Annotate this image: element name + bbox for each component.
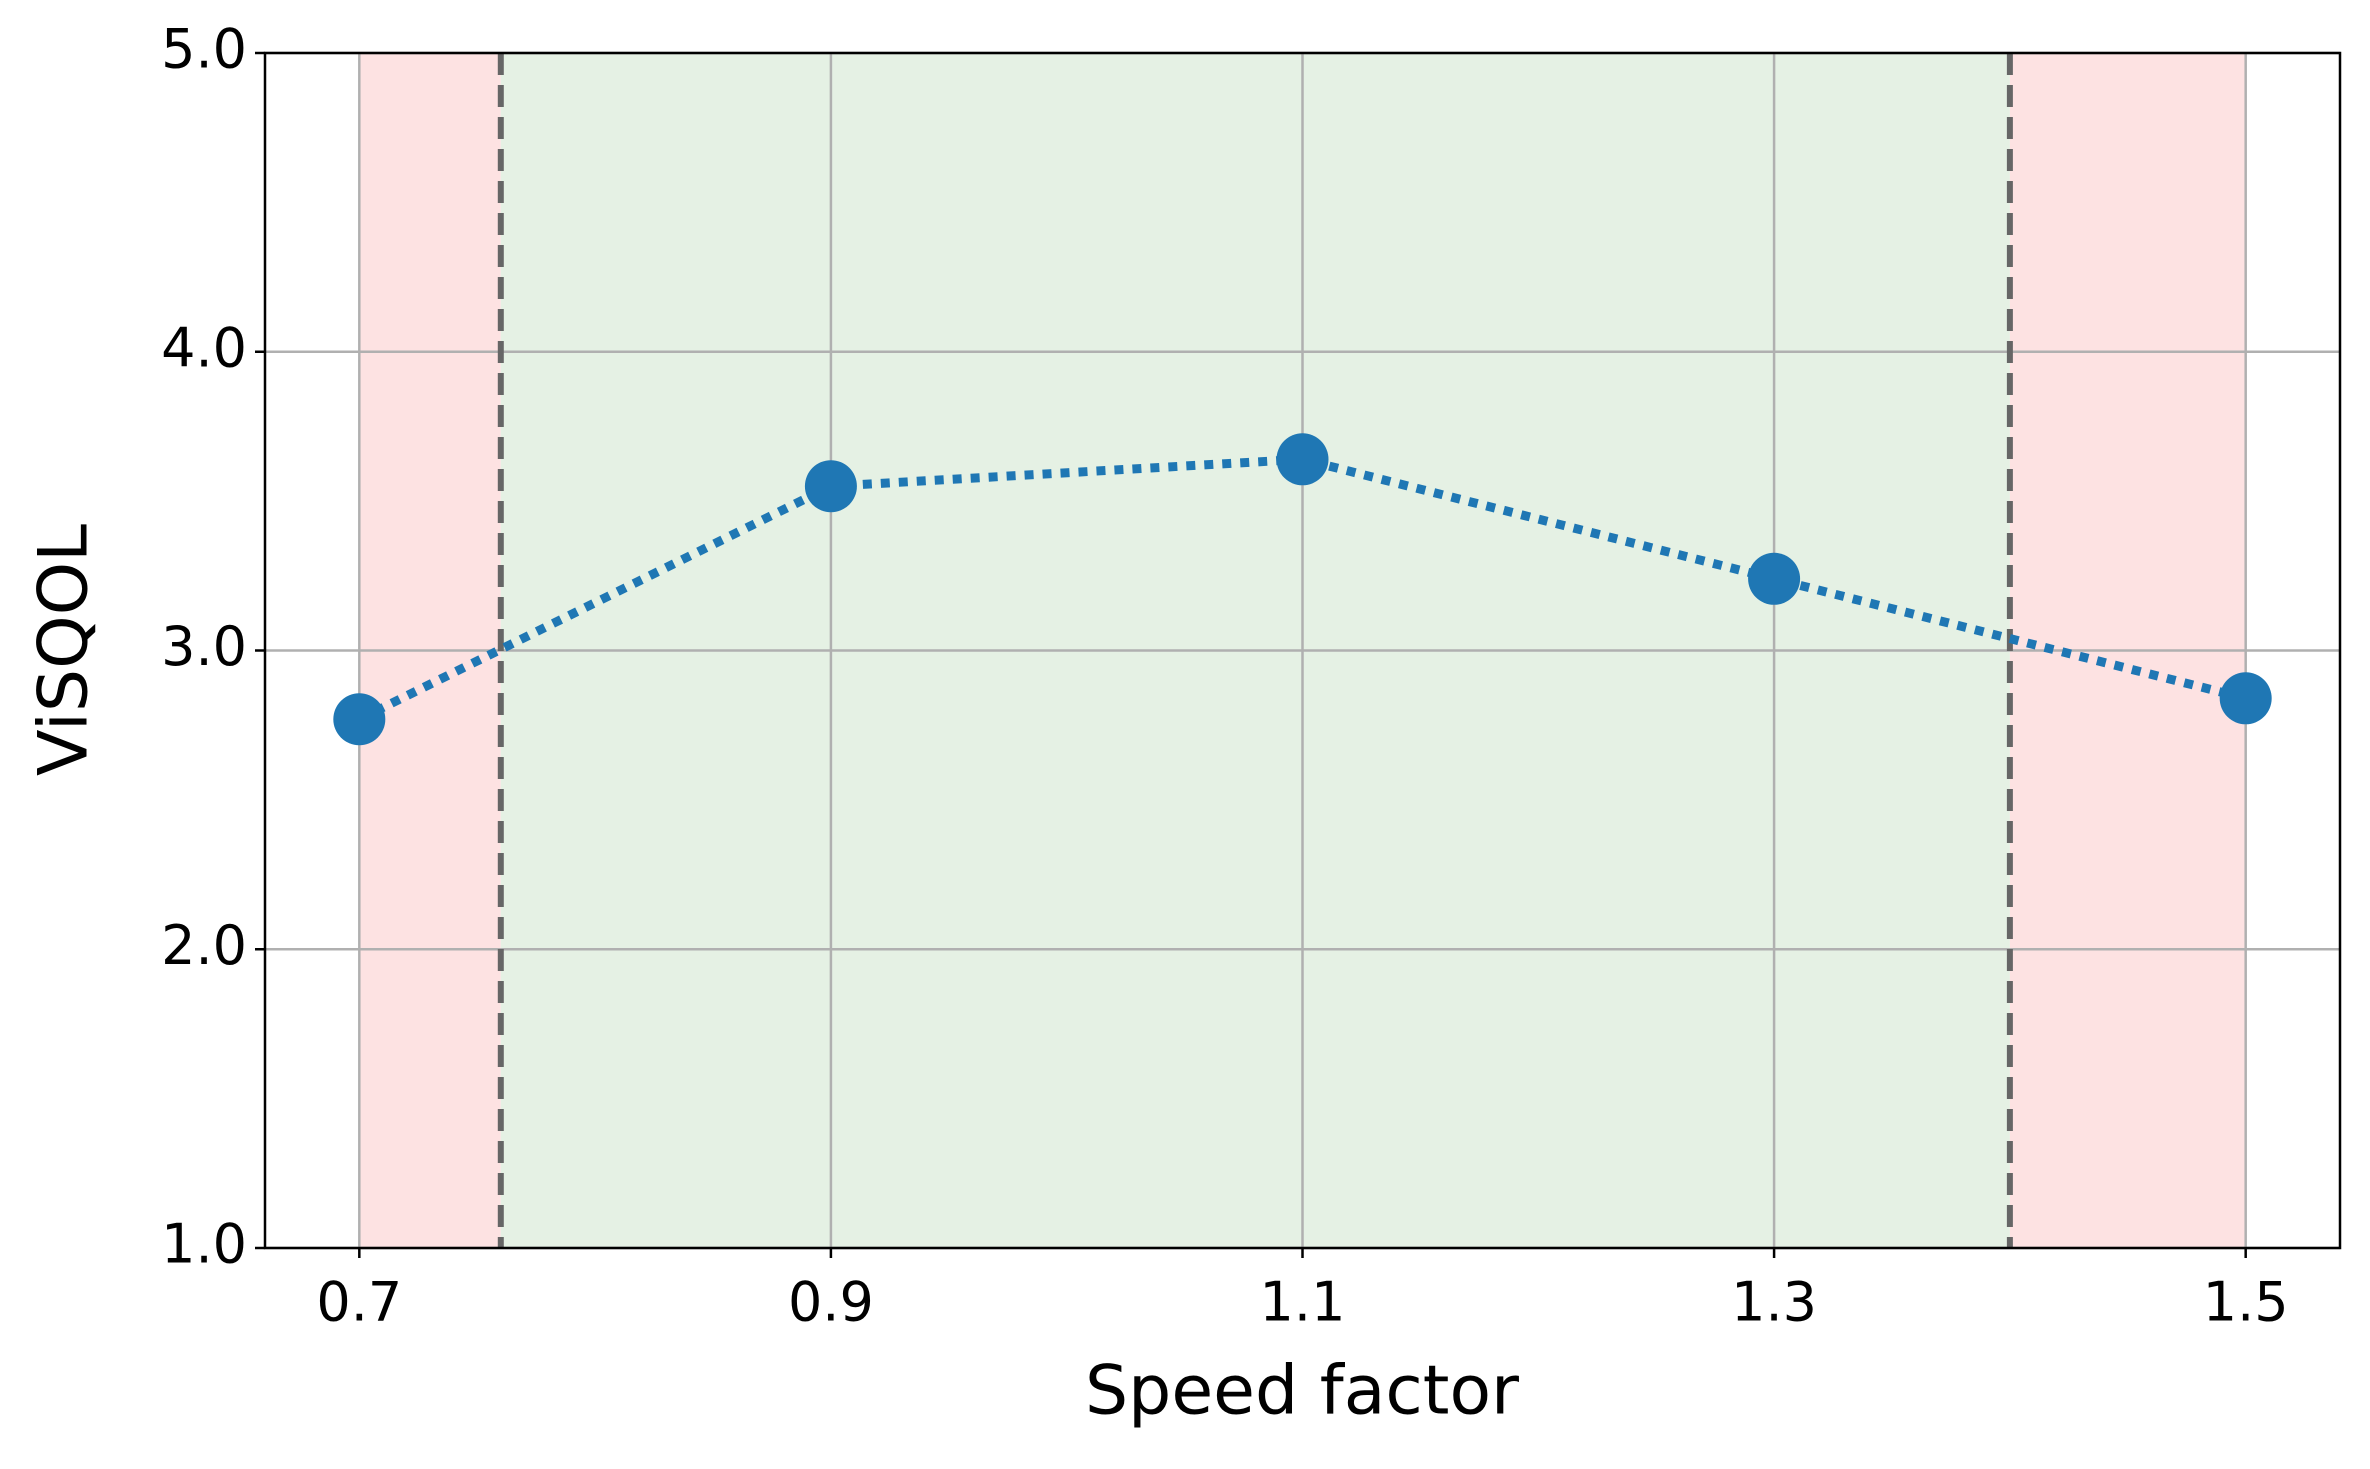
- data-point: [333, 693, 386, 746]
- y-tick-label: 5.0: [161, 18, 247, 81]
- data-point: [2219, 672, 2272, 725]
- x-tick-label: 1.1: [1260, 1271, 1346, 1334]
- data-point: [1276, 433, 1329, 486]
- x-tick-label: 0.9: [788, 1271, 874, 1334]
- x-tick-label: 0.7: [316, 1271, 402, 1334]
- y-tick-label: 1.0: [161, 1213, 247, 1276]
- x-axis-label: Speed factor: [1085, 1352, 1519, 1431]
- data-point: [1748, 552, 1801, 605]
- x-tick-label: 1.3: [1731, 1271, 1817, 1334]
- y-axis-label: ViSQOL: [25, 524, 104, 776]
- y-tick-label: 2.0: [161, 914, 247, 977]
- x-tick-label: 1.5: [2203, 1271, 2289, 1334]
- y-tick-label: 4.0: [161, 316, 247, 379]
- plot-frame: [263, 51, 2342, 1250]
- y-tick-label: 3.0: [161, 615, 247, 678]
- data-point: [804, 460, 857, 513]
